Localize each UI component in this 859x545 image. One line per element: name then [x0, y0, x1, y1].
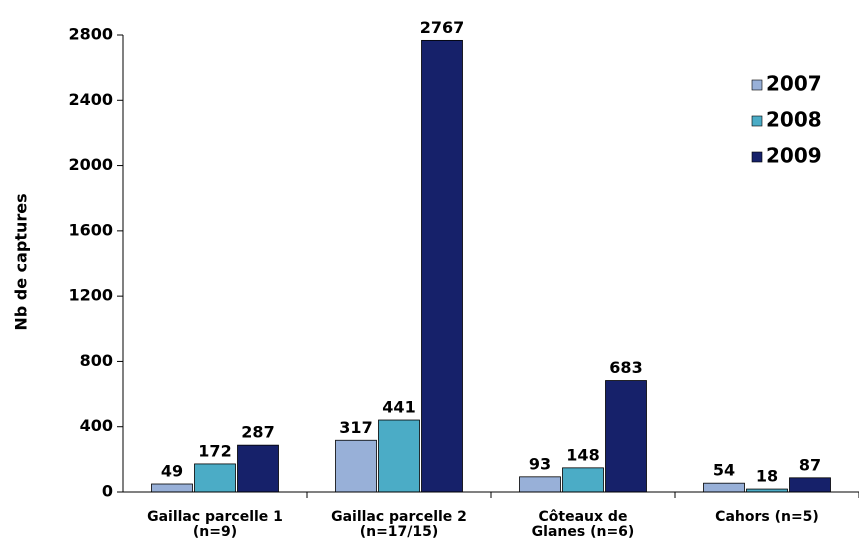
bar [519, 476, 561, 493]
data-label: 49 [161, 462, 183, 481]
x-tick-label: Cahors (n=5) [715, 509, 819, 525]
bar [605, 380, 647, 493]
bar [421, 39, 463, 493]
y-tick-label: 2400 [68, 90, 113, 109]
legend-label: 2009 [766, 144, 822, 168]
y-tick-label: 1200 [68, 286, 113, 305]
legend-swatch [751, 79, 763, 91]
legend-swatch [751, 151, 763, 163]
legend-label: 2007 [766, 72, 822, 96]
bar [378, 419, 420, 493]
bar [151, 483, 193, 493]
y-tick-label: 800 [80, 351, 113, 370]
y-tick-label: 2800 [68, 25, 113, 44]
bar [789, 477, 831, 493]
y-tick-label: 1600 [68, 220, 113, 239]
bar [335, 439, 377, 493]
bar [703, 482, 745, 493]
bar [237, 444, 279, 493]
legend-label: 2008 [766, 108, 822, 132]
data-label: 18 [756, 467, 778, 486]
y-tick-label: 400 [80, 416, 113, 435]
bar [194, 463, 236, 493]
x-tick-label: Gaillac parcelle 2 (n=17/15) [331, 509, 467, 540]
data-label: 2767 [420, 18, 465, 37]
legend-swatch [751, 115, 763, 127]
data-label: 317 [339, 418, 372, 437]
data-label: 683 [609, 358, 642, 377]
data-label: 172 [198, 441, 231, 460]
x-tick-label: Gaillac parcelle 1 (n=9) [147, 509, 283, 540]
data-label: 148 [566, 445, 599, 464]
y-tick-label: 2000 [68, 155, 113, 174]
y-axis-label: Nb de captures [12, 193, 31, 330]
data-label: 93 [529, 454, 551, 473]
data-label: 54 [713, 461, 735, 480]
y-tick-label: 0 [102, 482, 113, 501]
bar [562, 467, 604, 493]
data-label: 441 [382, 398, 415, 417]
data-label: 87 [799, 455, 821, 474]
data-label: 287 [241, 423, 274, 442]
x-tick-label: Côteaux de Glanes (n=6) [531, 509, 635, 540]
